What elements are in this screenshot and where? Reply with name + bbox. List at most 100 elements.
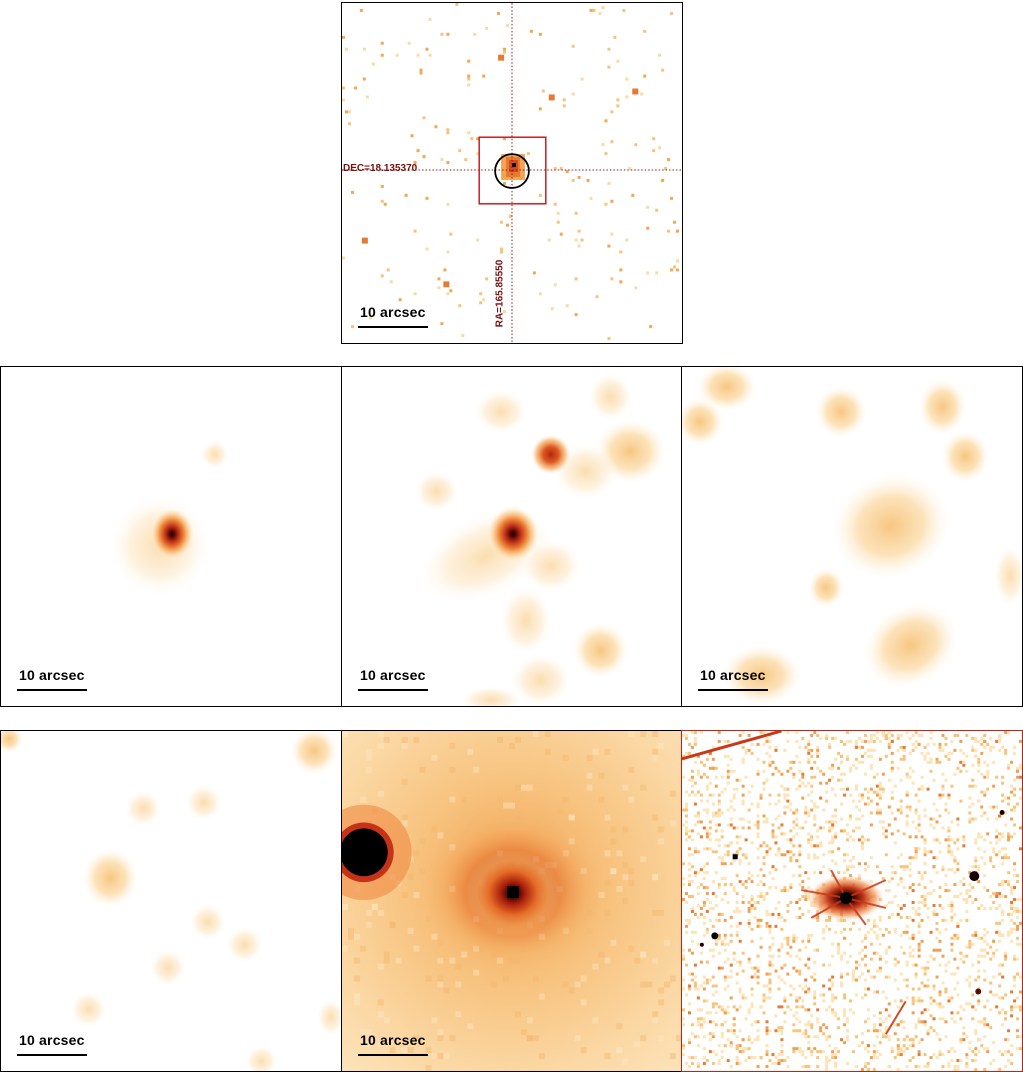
hst-pixel [974,933,978,937]
hst-pixel [1010,760,1014,764]
hst-pixel [923,901,927,904]
optical-pixel [586,754,593,761]
hst-pixel [852,1011,855,1015]
ra-label: RA=165.85550 [494,259,506,328]
hst-pixel [690,853,694,857]
hst-pixel [819,993,823,997]
hst-pixel [747,1008,751,1012]
hst-pixel [971,778,975,782]
hst-pixel [738,987,742,991]
hst-pixel [726,901,730,904]
hst-pixel [738,835,742,839]
hst-pixel [1001,856,1005,860]
photon-event [646,205,650,209]
hst-pixel [714,838,718,842]
hst-pixel [938,1002,942,1006]
hst-pixel [896,856,900,860]
hst-pixel [768,739,772,743]
hst-pixel [804,895,808,899]
photon-event [670,11,674,15]
hst-pixel [908,862,912,866]
hst-pixel [735,892,739,896]
photon-event [640,92,644,96]
hst-pixel [768,963,772,967]
optical-pixel [377,1041,384,1048]
hst-pixel [843,927,847,931]
hst-pixel [831,850,835,854]
hst-pixel [810,933,814,937]
hst-pixel [795,936,799,940]
hst-pixel [1013,787,1017,791]
hst-pixel [813,948,817,952]
hst-pixel [860,1041,864,1045]
hst-pixel [953,883,957,887]
hst-pixel [905,1047,909,1051]
hst-pixel [980,805,984,809]
hst-pixel [732,951,736,955]
hst-pixel [938,948,942,952]
hst-pixel [947,889,951,893]
hst-pixel [693,975,697,979]
hst-pixel [1019,775,1022,779]
hst-pixel [756,981,760,985]
hst-pixel [905,790,909,794]
hst-pixel [690,1023,694,1027]
hst-pixel [831,942,835,946]
hst-pixel [777,1053,781,1057]
hst-pixel [1019,909,1022,913]
optical-image [342,731,682,1071]
hst-pixel [908,736,912,740]
hst-pixel [956,1059,960,1063]
photon-event [670,268,674,272]
hst-pixel [959,1041,963,1045]
hst-pixel [759,1005,763,1009]
hst-pixel [899,1053,903,1057]
hst-pixel [792,939,796,943]
photon-event [553,167,557,171]
hst-pixel [828,927,832,931]
hst-pixel [795,901,799,904]
hst-pixel [684,829,688,833]
hst-pixel [908,936,912,940]
hst-pixel [801,880,805,884]
optical-pixel [431,826,438,833]
hst-pixel [998,972,1002,976]
hst-pixel [947,844,951,848]
hst-pixel [741,760,745,764]
optical-pixel [413,892,420,899]
hst-pixel [977,906,981,910]
hst-pixel [947,838,951,842]
hst-pixel [762,895,766,899]
hst-pixel [926,742,930,746]
hst-pixel [905,915,909,919]
hst-pixel [1004,731,1008,734]
hst-pixel [1016,1047,1020,1051]
hst-pixel [813,805,817,809]
hst-pixel [756,769,760,773]
hst-pixel [825,1065,829,1069]
photon-event [622,8,626,12]
photon-event [428,53,432,57]
hst-pixel [723,787,727,791]
hst-pixel [810,733,814,737]
hst-pixel [831,820,835,824]
hst-pixel [1007,930,1011,934]
hst-pixel [863,868,867,872]
hst-pixel [905,775,909,779]
hst-pixel [959,892,963,896]
hst-pixel [822,963,826,967]
hst-pixel [687,895,691,899]
hst-pixel [884,951,888,955]
hst-pixel [792,933,796,937]
hst-pixel [816,856,820,860]
photon-event [473,32,477,36]
hst-pixel [929,1014,933,1018]
optical-pixel [658,826,665,833]
hst-pixel [956,993,960,997]
hst-pixel [968,817,972,821]
hst-pixel [1013,984,1017,988]
hst-pixel [914,963,918,967]
hst-pixel [684,751,688,755]
hst-pixel [1019,1047,1022,1051]
hst-pixel [741,826,745,830]
